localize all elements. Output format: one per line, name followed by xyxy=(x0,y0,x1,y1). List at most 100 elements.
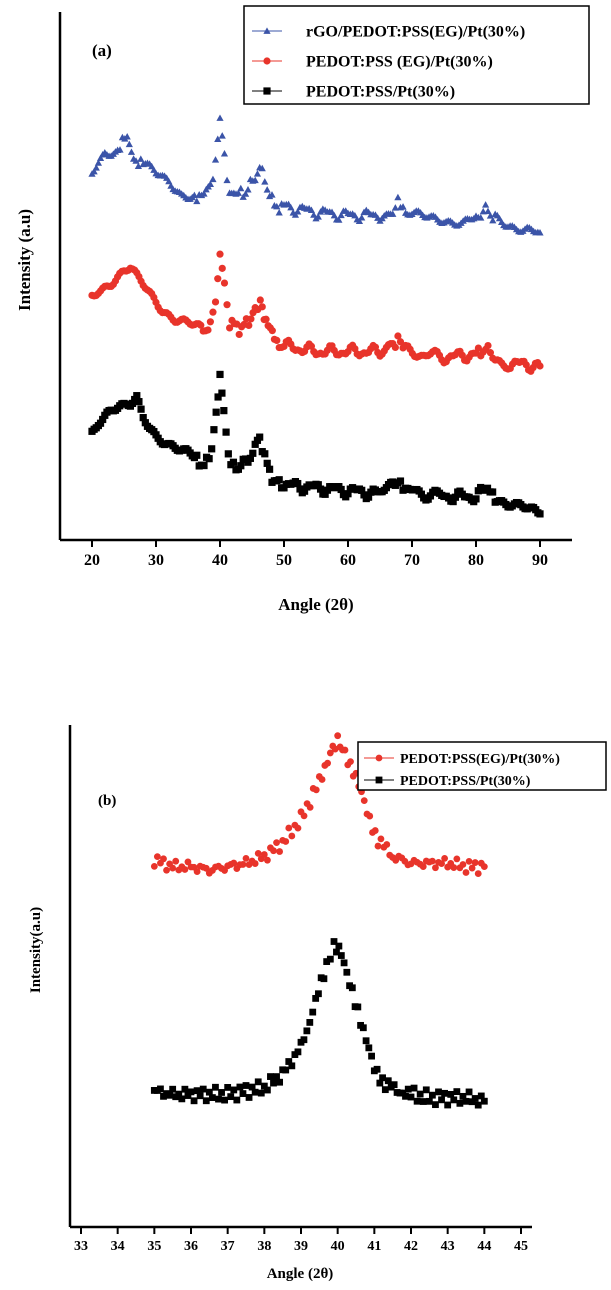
data-point xyxy=(343,968,351,976)
data-point xyxy=(267,1073,274,1080)
data-point xyxy=(303,1027,311,1035)
x-tick-label: 60 xyxy=(340,552,356,569)
data-point xyxy=(394,332,402,340)
x-tick-label: 20 xyxy=(84,552,100,569)
series-3 xyxy=(88,370,544,518)
data-point xyxy=(214,135,222,142)
x-tick-label: 35 xyxy=(147,1239,161,1254)
data-point xyxy=(254,1078,262,1086)
data-point xyxy=(263,856,271,864)
data-point xyxy=(214,393,222,401)
data-point xyxy=(223,176,231,184)
data-point xyxy=(300,487,309,495)
data-point xyxy=(347,758,354,765)
data-point xyxy=(486,212,494,219)
data-point xyxy=(348,984,356,992)
data-point xyxy=(462,869,470,876)
data-point xyxy=(235,330,243,339)
panel-b-x-ticks: 33 34 35 36 37 38 39 40 41 42 43 44 45 xyxy=(74,1227,528,1254)
data-point xyxy=(236,1083,244,1091)
legend-label: PEDOT:PSS(EG)/Pt(30%) xyxy=(400,752,560,767)
data-point xyxy=(233,1096,241,1104)
data-point xyxy=(184,1092,192,1099)
data-point xyxy=(123,133,131,140)
data-point xyxy=(251,440,259,448)
data-point xyxy=(456,1099,464,1107)
x-tick-label: 30 xyxy=(148,552,164,569)
data-point xyxy=(169,864,177,872)
data-point xyxy=(205,455,213,463)
data-point xyxy=(341,746,349,754)
data-point xyxy=(212,1083,219,1091)
data-point xyxy=(187,1088,195,1096)
data-point xyxy=(256,433,264,441)
data-point xyxy=(137,155,145,162)
data-point xyxy=(419,1098,427,1105)
data-point xyxy=(381,1086,389,1094)
data-point xyxy=(334,732,342,740)
data-point xyxy=(196,1092,204,1100)
data-point xyxy=(377,835,385,843)
data-point xyxy=(459,1092,467,1100)
data-point xyxy=(239,1090,247,1097)
data-point xyxy=(263,459,271,467)
panel-b-legend-box xyxy=(357,741,607,791)
data-point xyxy=(453,855,461,863)
data-point xyxy=(200,461,208,470)
data-point xyxy=(96,419,105,427)
panel-b: 33 34 35 36 37 38 39 40 41 42 43 44 45 (b) Angle (2θ… xyxy=(28,725,607,1282)
data-point xyxy=(441,1089,449,1097)
data-point xyxy=(208,445,216,453)
data-point xyxy=(258,303,266,311)
data-point xyxy=(99,415,107,424)
panel-b-legend: PEDOT:PSS(EG)/Pt(30%) PEDOT:PSS/Pt(30%) xyxy=(357,741,607,791)
panel-a-legend-entries: rGO/PEDOT:PSS(EG)/Pt(30%) PEDOT:PSS (EG)/… xyxy=(252,24,525,101)
data-point xyxy=(116,146,124,153)
data-point xyxy=(312,995,320,1002)
data-point xyxy=(245,1094,253,1101)
data-point xyxy=(141,419,149,427)
data-point xyxy=(486,349,494,357)
data-point xyxy=(324,759,331,767)
data-point xyxy=(479,207,487,215)
data-point xyxy=(135,398,143,406)
data-point xyxy=(402,1092,409,1100)
x-tick-label: 50 xyxy=(276,552,292,569)
data-point xyxy=(202,864,210,872)
data-point xyxy=(268,327,276,335)
legend-marker xyxy=(375,776,383,784)
data-point xyxy=(407,1093,415,1101)
data-point xyxy=(364,493,373,501)
data-point xyxy=(127,148,136,155)
data-point xyxy=(224,450,232,458)
data-point xyxy=(323,958,331,965)
data-point xyxy=(212,408,220,416)
panel-a-data xyxy=(88,114,544,518)
data-point xyxy=(276,848,284,855)
panel-a-label: (a) xyxy=(92,41,112,60)
data-point xyxy=(157,1085,164,1093)
data-point xyxy=(150,863,158,870)
data-point xyxy=(472,495,480,503)
data-point xyxy=(399,203,407,210)
data-point xyxy=(220,407,228,415)
data-point xyxy=(419,863,427,871)
panel-a: 20 30 40 50 60 70 80 90 (a) Angle (2θ) Intensit… xyxy=(15,5,590,614)
data-point xyxy=(536,362,544,370)
data-point xyxy=(220,149,229,157)
data-point xyxy=(208,1094,216,1101)
data-point xyxy=(230,1086,238,1094)
x-tick-label: 45 xyxy=(514,1239,528,1254)
data-point xyxy=(484,207,492,215)
data-point xyxy=(285,824,293,832)
data-point xyxy=(257,1089,265,1097)
data-point xyxy=(410,1084,418,1092)
data-point xyxy=(296,485,304,493)
data-point xyxy=(474,870,482,877)
data-point xyxy=(316,485,325,493)
data-point xyxy=(417,490,426,498)
panel-a-x-axis-label: Angle (2θ) xyxy=(278,595,353,614)
data-point xyxy=(273,839,280,847)
data-point xyxy=(383,841,391,848)
